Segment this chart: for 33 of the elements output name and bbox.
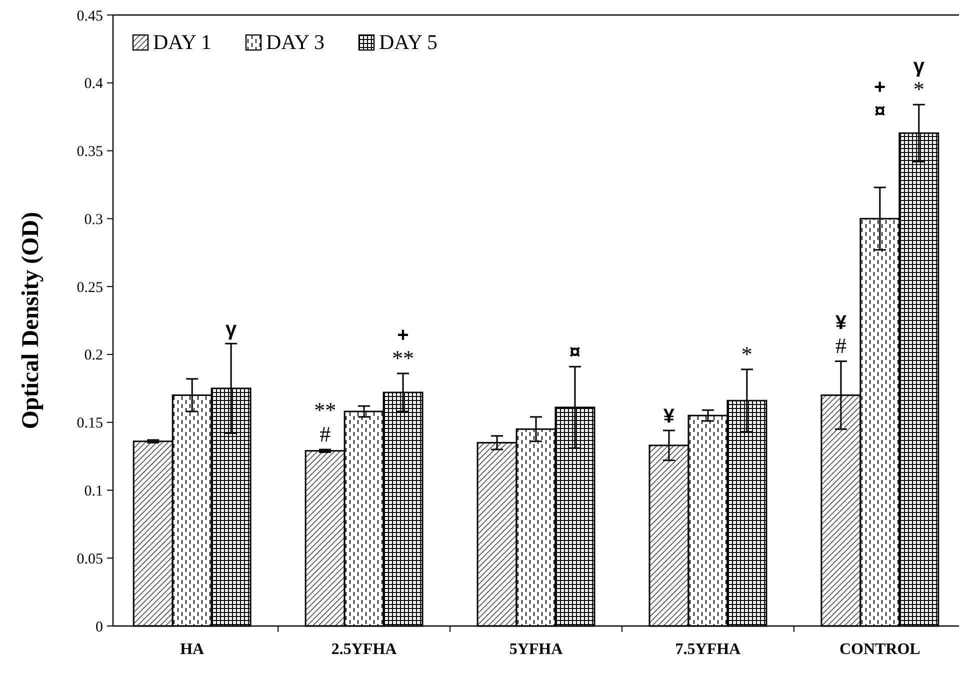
y-tick-label: 0.3 (84, 212, 103, 228)
x-tick-label: 7.5YFHA (675, 641, 742, 658)
x-tick-label: HA (180, 641, 205, 658)
x-tick-label: CONTROL (839, 641, 920, 658)
legend-label: DAY 5 (379, 30, 438, 54)
y-tick-label: 0.05 (76, 551, 103, 568)
y-tick-label: 0.4 (84, 76, 104, 92)
annotation: ¥ (835, 312, 848, 334)
annotation: + (874, 76, 886, 98)
annotation: ¥ (663, 405, 676, 428)
y-tick-label: 0.25 (76, 280, 103, 296)
legend-label: DAY 3 (266, 30, 325, 54)
annotation: * (741, 341, 752, 366)
annotation: ** (392, 345, 414, 370)
y-tick-label: 0.1 (84, 483, 103, 500)
y-tick-label: 0 (96, 619, 103, 636)
annotation: γ (226, 318, 238, 341)
x-tick-label: 2.5YFHA (331, 641, 398, 658)
annotation: γ (913, 56, 926, 78)
annotation: * (913, 76, 924, 102)
annotation: ** (314, 397, 336, 422)
y-axis-title: Optical Density (OD) (18, 212, 44, 430)
annotation: + (397, 324, 409, 346)
annotation: # (320, 421, 331, 446)
x-tick-label: 5YFHA (509, 641, 564, 658)
y-tick-label: 0.35 (76, 144, 103, 160)
y-tick-label: 0.15 (76, 416, 103, 432)
y-tick-label: 0.45 (76, 8, 103, 24)
annotation: ¤ (874, 100, 886, 122)
annotation: # (835, 333, 846, 358)
legend-label: DAY 1 (153, 30, 212, 54)
y-tick-label: 0.2 (84, 348, 103, 364)
annotation: ¤ (569, 342, 581, 364)
